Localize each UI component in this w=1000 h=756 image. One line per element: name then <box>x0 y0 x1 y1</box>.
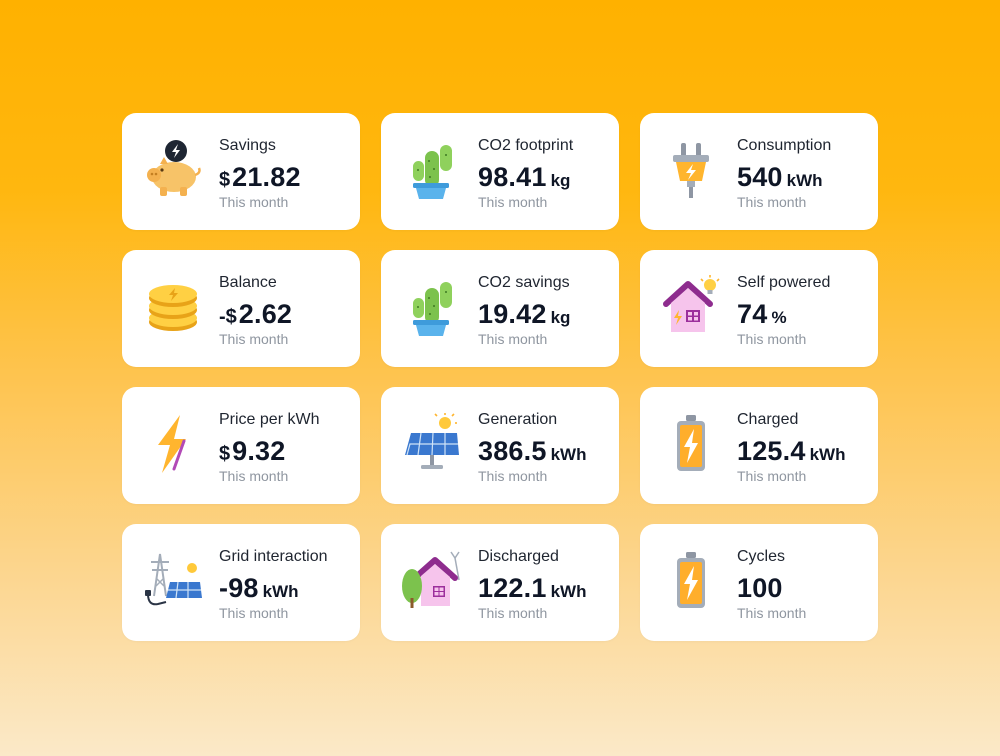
grid-tower-icon <box>140 548 206 614</box>
value-number: 122.1 <box>478 573 547 603</box>
card-label: CO2 footprint <box>478 137 574 154</box>
value-unit: kg <box>550 308 571 327</box>
card-value: 122.1 kWh <box>478 573 613 603</box>
coins-icon <box>140 274 206 340</box>
generation-card[interactable]: Generation 386.5 kWh This month <box>381 387 619 504</box>
charged-card[interactable]: Charged 125.4 kWh This month <box>640 387 878 504</box>
value-unit: kWh <box>550 582 587 601</box>
value-number: 100 <box>737 573 783 603</box>
card-period: This month <box>478 194 548 210</box>
cactus-icon <box>399 137 465 203</box>
value-unit: kWh <box>262 582 299 601</box>
card-period: This month <box>478 331 548 347</box>
card-value: 19.42 kg <box>478 299 613 329</box>
card-label: Grid interaction <box>219 548 328 565</box>
card-value: -$ 2.62 <box>219 299 354 329</box>
value-unit: kWh <box>809 445 846 464</box>
value-number: 540 <box>737 162 783 192</box>
cactus-icon <box>399 274 465 340</box>
card-period: This month <box>737 194 807 210</box>
co2-savings-card[interactable]: CO2 savings 19.42 kg This month <box>381 250 619 367</box>
house-bulb-icon <box>658 274 724 340</box>
card-period: This month <box>737 468 807 484</box>
card-value: $ 21.82 <box>219 162 354 192</box>
value-unit: kWh <box>786 171 823 190</box>
card-label: Discharged <box>478 548 559 565</box>
value-number: 386.5 <box>478 436 547 466</box>
card-period: This month <box>219 605 289 621</box>
card-period: This month <box>219 331 289 347</box>
card-label: Generation <box>478 411 558 428</box>
card-value: 98.41 kg <box>478 162 613 192</box>
card-period: This month <box>219 468 289 484</box>
house-tree-icon <box>399 548 465 614</box>
stats-grid: Savings $ 21.82 This month CO2 footprint… <box>122 113 878 641</box>
value-prefix: -$ <box>219 306 237 328</box>
cycles-card[interactable]: Cycles 100 This month <box>640 524 878 641</box>
discharged-card[interactable]: Discharged 122.1 kWh This month <box>381 524 619 641</box>
value-number: 125.4 <box>737 436 806 466</box>
value-number: 74 <box>737 299 768 329</box>
card-value: 386.5 kWh <box>478 436 613 466</box>
self-powered-card[interactable]: Self powered 74 % This month <box>640 250 878 367</box>
value-number: 19.42 <box>478 299 547 329</box>
card-value: $ 9.32 <box>219 436 354 466</box>
card-value: 125.4 kWh <box>737 436 872 466</box>
card-period: This month <box>737 605 807 621</box>
consumption-card[interactable]: Consumption 540 kWh This month <box>640 113 878 230</box>
battery-icon <box>658 548 724 614</box>
card-label: Price per kWh <box>219 411 320 428</box>
value-number: 9.32 <box>232 436 286 466</box>
co2-footprint-card[interactable]: CO2 footprint 98.41 kg This month <box>381 113 619 230</box>
value-unit: kWh <box>550 445 587 464</box>
solar-panel-icon <box>399 411 465 477</box>
value-unit: % <box>771 308 787 327</box>
card-label: Self powered <box>737 274 831 291</box>
card-label: Consumption <box>737 137 832 154</box>
piggy-bank-icon <box>140 137 206 203</box>
value-prefix: $ <box>219 169 231 191</box>
card-value: 540 kWh <box>737 162 872 192</box>
card-period: This month <box>737 331 807 347</box>
card-label: Cycles <box>737 548 786 565</box>
value-number: 98.41 <box>478 162 547 192</box>
price-per-kwh-card[interactable]: Price per kWh $ 9.32 This month <box>122 387 360 504</box>
lightning-bolt-icon <box>140 411 206 477</box>
value-number: 2.62 <box>238 299 293 329</box>
card-label: Savings <box>219 137 276 154</box>
card-value: 74 % <box>737 299 872 329</box>
grid-interaction-card[interactable]: Grid interaction -98 kWh This month <box>122 524 360 641</box>
card-label: Charged <box>737 411 799 428</box>
card-value: 100 <box>737 573 872 603</box>
plug-icon <box>658 137 724 203</box>
card-period: This month <box>478 605 548 621</box>
card-period: This month <box>219 194 289 210</box>
battery-icon <box>658 411 724 477</box>
value-prefix: $ <box>219 443 231 465</box>
card-label: Balance <box>219 274 277 291</box>
value-number: 21.82 <box>232 162 301 192</box>
card-value: -98 kWh <box>219 573 354 603</box>
savings-card[interactable]: Savings $ 21.82 This month <box>122 113 360 230</box>
card-period: This month <box>478 468 548 484</box>
balance-card[interactable]: Balance -$ 2.62 This month <box>122 250 360 367</box>
value-number: -98 <box>219 573 259 603</box>
card-label: CO2 savings <box>478 274 570 291</box>
value-unit: kg <box>550 171 571 190</box>
